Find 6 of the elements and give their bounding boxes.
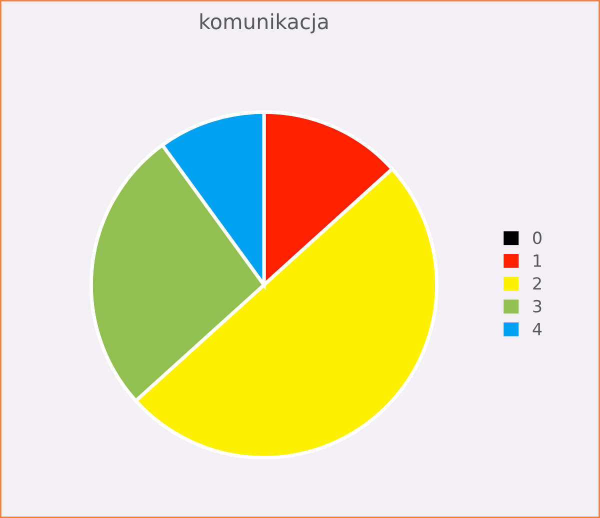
legend-label: 1 — [534, 254, 542, 267]
legend-label: 3 — [533, 300, 542, 313]
legend-label: 0 — [533, 232, 542, 244]
legend-label: 2 — [533, 277, 541, 290]
legend-label: 4 — [532, 322, 542, 336]
chart-title: komunikacja — [200, 13, 328, 34]
